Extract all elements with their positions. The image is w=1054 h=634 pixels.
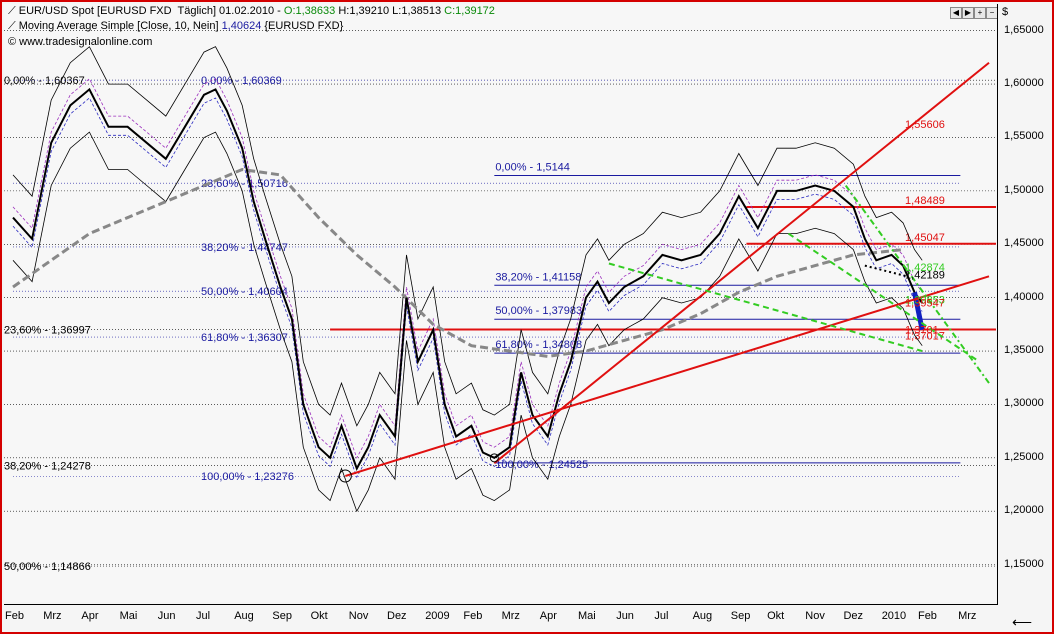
x-tick-label: Mrz xyxy=(958,610,977,622)
fib-level-label: 23,60% - 1,50716 xyxy=(201,178,288,190)
currency-label: $ xyxy=(1002,6,1009,18)
y-tick-label: 1,15000 xyxy=(1004,557,1044,570)
header-close: C:1,39172 xyxy=(444,5,495,17)
zoom-in-button[interactable]: + xyxy=(974,7,986,19)
y-axis-line xyxy=(997,4,998,604)
back-arrow-icon[interactable]: ⟵ xyxy=(1012,614,1033,630)
annotation-label: 1,3701 xyxy=(905,325,939,337)
x-tick-label: Apr xyxy=(539,610,557,622)
resistance-label: 1,48489 xyxy=(905,195,945,207)
y-tick-label: 1,35000 xyxy=(1004,344,1044,357)
x-tick-label: Mai xyxy=(578,610,596,622)
ma-source: {EURUSD FXD} xyxy=(261,20,344,32)
x-tick-label: Mrz xyxy=(43,610,62,622)
indicator-icon: ⟋ xyxy=(8,20,16,32)
y-tick-label: 1,65000 xyxy=(1004,23,1044,36)
left-level-label: 38,20% - 1,24278 xyxy=(4,461,91,473)
plot-area[interactable]: 0,00% - 1,60367 23,60% - 1,36997 38,20% - … xyxy=(4,4,998,602)
fib2-level-label: 0,00% - 1,5144 xyxy=(495,161,570,173)
header-symbol: EUR/USD Spot [EURUSD FXD Täglich] 01.02.… xyxy=(18,5,284,17)
y-tick-label: 1,25000 xyxy=(1004,450,1044,463)
trendline xyxy=(864,264,908,278)
trendline xyxy=(608,262,923,353)
x-tick-label: Feb xyxy=(917,610,937,622)
fib-level-label: 0,00% - 1,60369 xyxy=(201,75,282,87)
bollinger-lower xyxy=(12,131,923,513)
low-marker xyxy=(338,469,352,483)
header-ma: ⟋ Moving Average Simple [Close, 10, Nein… xyxy=(8,20,343,33)
resistance-label: 1,45047 xyxy=(905,232,945,244)
fib-level-label: 50,00% - 1,40604 xyxy=(201,286,288,298)
ma-label: Moving Average Simple [Close, 10, Nein] xyxy=(18,20,222,32)
fib2-level-label: 50,00% - 1,37983 xyxy=(495,305,582,317)
annotation-label: 1,39547 xyxy=(905,297,945,309)
x-axis-line xyxy=(4,604,998,605)
resistance-label: 1,37017 xyxy=(905,331,945,343)
annotation-label: 1,42874 xyxy=(905,262,945,274)
y-tick-label: 1,30000 xyxy=(1004,397,1044,410)
ma-value: 1,40624 xyxy=(221,20,262,32)
annotation-label: 1,42189 xyxy=(905,269,945,281)
y-tick-label: 1,60000 xyxy=(1004,77,1044,90)
scroll-left-button[interactable]: ◀ xyxy=(950,7,962,19)
low-marker xyxy=(489,453,499,463)
left-level-label: 23,60% - 1,36997 xyxy=(4,325,91,337)
trendline xyxy=(345,275,990,477)
annotation-label: 1,39853 xyxy=(905,294,945,306)
left-level-label: 0,00% - 1,60367 xyxy=(4,75,85,87)
header-high: H:1,39210 xyxy=(338,5,390,17)
x-tick-label: 2010 xyxy=(881,610,907,622)
trendline xyxy=(787,232,981,363)
price-chart: 0,00% - 1,60367 23,60% - 1,36997 38,20% - … xyxy=(4,30,996,573)
x-tick-label: Feb xyxy=(463,610,483,622)
x-tick-label: Mrz xyxy=(501,610,520,622)
fib-level-label: 100,00% - 1,23276 xyxy=(201,471,294,483)
x-tick-label: Feb xyxy=(5,610,24,622)
x-tick-label: Okt xyxy=(767,610,785,622)
header-low: L:1,38513 xyxy=(392,5,442,17)
fib2-level-label: 61,80% - 1,34808 xyxy=(495,339,582,351)
x-tick-label: Aug xyxy=(692,610,713,622)
x-tick-label: Sep xyxy=(730,610,751,622)
bollinger-upper xyxy=(12,46,923,427)
x-tick-label: Okt xyxy=(310,610,328,622)
trendline xyxy=(844,184,990,384)
x-tick-label: Jul xyxy=(196,610,211,622)
x-tick-label: Nov xyxy=(805,610,825,622)
y-tick-label: 1,45000 xyxy=(1004,237,1044,250)
header-open: O:1,38633 xyxy=(283,5,336,17)
x-tick-label: Dez xyxy=(843,610,864,622)
x-tick-label: Aug xyxy=(234,610,254,622)
fib-level-label: 38,20% - 1,44747 xyxy=(201,242,288,254)
x-tick-label: 2009 xyxy=(425,610,450,622)
fib2-level-label: 38,20% - 1,41158 xyxy=(495,271,581,283)
ma-mid-line xyxy=(12,97,923,479)
x-tick-label: Mai xyxy=(119,610,138,622)
ma-short-line xyxy=(12,78,923,459)
chart-icon: ⟋ xyxy=(8,5,16,17)
fib2-level-label: 100,00% - 1,24525 xyxy=(495,459,588,471)
x-tick-label: Jun xyxy=(157,610,176,622)
x-tick-label: Sep xyxy=(272,610,292,622)
y-tick-label: 1,50000 xyxy=(1004,183,1044,196)
ma-long-line xyxy=(12,167,904,358)
header-copyright: © www.tradesignalonline.com xyxy=(8,36,153,48)
x-tick-label: Apr xyxy=(81,610,99,622)
y-tick-label: 1,55000 xyxy=(1004,130,1044,143)
x-tick-label: Nov xyxy=(348,610,369,622)
y-tick-label: 1,20000 xyxy=(1004,504,1044,517)
y-tick-label: 1,40000 xyxy=(1004,290,1044,303)
trendline xyxy=(493,61,990,464)
x-tick-label: Jun xyxy=(616,610,634,622)
price-line xyxy=(12,87,924,471)
scroll-right-button[interactable]: ▶ xyxy=(962,7,974,19)
x-tick-label: Jul xyxy=(654,610,669,622)
x-tick-label: Dez xyxy=(387,610,407,622)
header-ohlc: ⟋ EUR/USD Spot [EURUSD FXD Täglich] 01.0… xyxy=(8,5,495,18)
left-level-label: 50,00% - 1,14866 xyxy=(4,561,91,573)
fib-level-label: 61,80% - 1,36307 xyxy=(201,332,288,344)
